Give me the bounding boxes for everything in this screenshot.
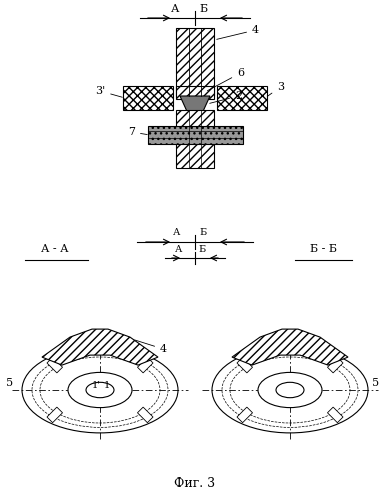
Ellipse shape — [86, 382, 114, 398]
Polygon shape — [328, 407, 343, 422]
Polygon shape — [42, 329, 158, 365]
Ellipse shape — [212, 347, 368, 433]
Text: 5: 5 — [372, 378, 379, 388]
Text: 7: 7 — [128, 127, 147, 137]
Polygon shape — [328, 358, 343, 373]
Polygon shape — [138, 358, 153, 373]
Text: 4: 4 — [217, 25, 259, 40]
Polygon shape — [237, 407, 253, 422]
Text: 4: 4 — [135, 340, 167, 354]
Text: А: А — [173, 228, 181, 237]
Polygon shape — [47, 407, 63, 422]
Text: 6: 6 — [208, 68, 244, 90]
Polygon shape — [180, 96, 210, 120]
Polygon shape — [217, 86, 267, 110]
Text: 1': 1' — [92, 381, 101, 390]
Ellipse shape — [22, 347, 178, 433]
Polygon shape — [176, 28, 214, 96]
Ellipse shape — [258, 372, 322, 408]
Polygon shape — [47, 358, 63, 373]
Text: Б - Б: Б - Б — [310, 244, 337, 254]
Text: Б: Б — [199, 4, 207, 14]
Text: А: А — [175, 245, 183, 254]
Polygon shape — [138, 407, 153, 422]
Ellipse shape — [68, 372, 132, 408]
Text: 5: 5 — [6, 378, 13, 388]
Text: 3': 3' — [95, 86, 122, 97]
Text: Б: Б — [199, 228, 206, 237]
Text: 2: 2 — [210, 91, 242, 104]
Polygon shape — [148, 126, 243, 144]
Text: Б: Б — [198, 245, 206, 254]
Text: Фиг. 3: Фиг. 3 — [174, 477, 215, 490]
Polygon shape — [176, 86, 214, 99]
Ellipse shape — [276, 382, 304, 398]
Text: А: А — [171, 4, 179, 14]
Text: 1: 1 — [104, 381, 110, 390]
Polygon shape — [123, 86, 173, 110]
Polygon shape — [176, 110, 214, 168]
Polygon shape — [232, 329, 348, 365]
Text: А - А: А - А — [41, 244, 69, 254]
Text: 3: 3 — [267, 82, 284, 96]
Polygon shape — [237, 358, 253, 373]
